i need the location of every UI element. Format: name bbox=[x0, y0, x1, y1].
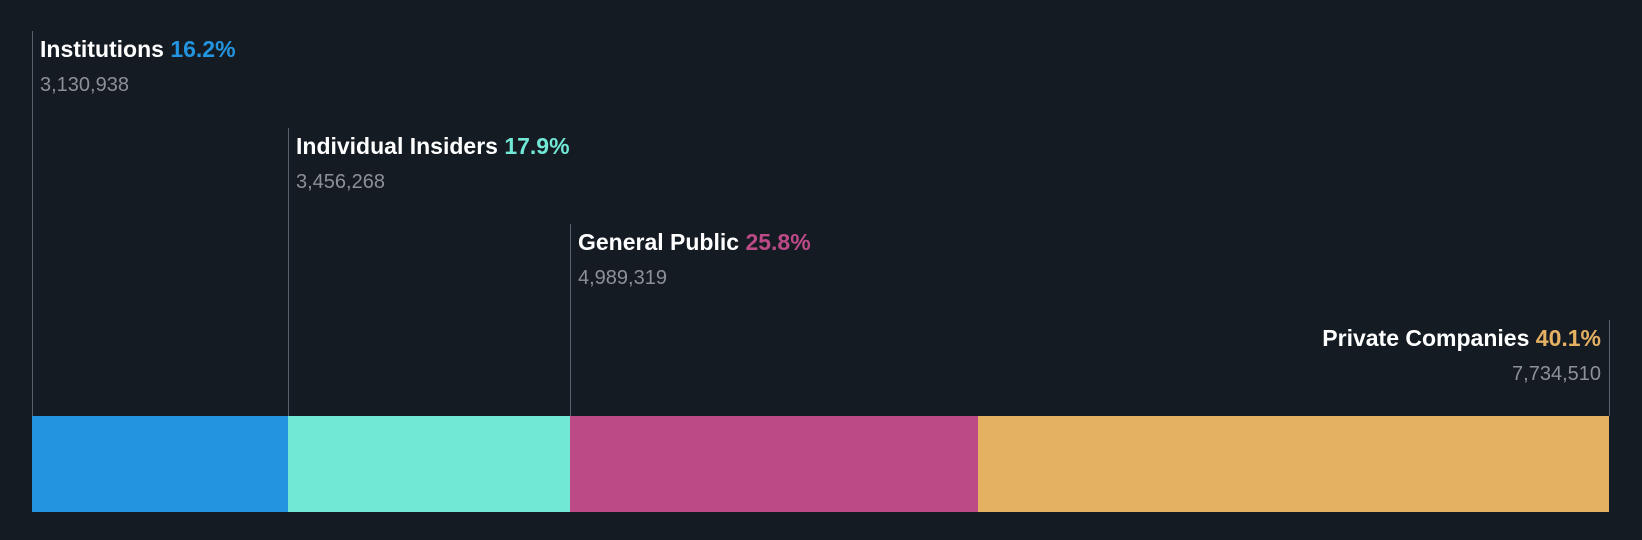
segment-name: Institutions bbox=[40, 36, 164, 62]
bar-segment-individual-insiders[interactable] bbox=[288, 416, 570, 512]
segment-percent: 25.8% bbox=[745, 229, 811, 255]
label-institutions: Institutions 16.2% 3,130,938 bbox=[40, 35, 236, 97]
label-general-public: General Public 25.8% 4,989,319 bbox=[578, 228, 811, 290]
segment-title: Institutions 16.2% bbox=[40, 35, 236, 63]
bar-segment-institutions[interactable] bbox=[32, 416, 288, 512]
leader-line-private-companies bbox=[1609, 320, 1610, 416]
segment-name: Private Companies bbox=[1322, 325, 1530, 351]
label-private-companies: Private Companies 40.1% 7,734,510 bbox=[1322, 324, 1601, 386]
segment-title: Private Companies 40.1% bbox=[1322, 324, 1601, 352]
segment-shares: 3,130,938 bbox=[40, 74, 129, 96]
leader-line-general-public bbox=[570, 224, 571, 416]
segment-title: Individual Insiders 17.9% bbox=[296, 132, 570, 160]
leader-line-individual-insiders bbox=[288, 128, 289, 416]
segment-name: General Public bbox=[578, 229, 740, 255]
segment-percent: 40.1% bbox=[1535, 325, 1601, 351]
segment-shares: 3,456,268 bbox=[296, 171, 385, 193]
segment-percent: 16.2% bbox=[170, 36, 236, 62]
segment-title: General Public 25.8% bbox=[578, 228, 811, 256]
segment-shares: 7,734,510 bbox=[1512, 363, 1601, 385]
leader-line-institutions bbox=[32, 31, 33, 416]
segment-shares: 4,989,319 bbox=[578, 267, 667, 289]
bar-segment-private-companies[interactable] bbox=[978, 416, 1609, 512]
segment-percent: 17.9% bbox=[504, 133, 570, 159]
segment-name: Individual Insiders bbox=[296, 133, 498, 159]
bar-segment-general-public[interactable] bbox=[570, 416, 978, 512]
label-individual-insiders: Individual Insiders 17.9% 3,456,268 bbox=[296, 132, 570, 194]
